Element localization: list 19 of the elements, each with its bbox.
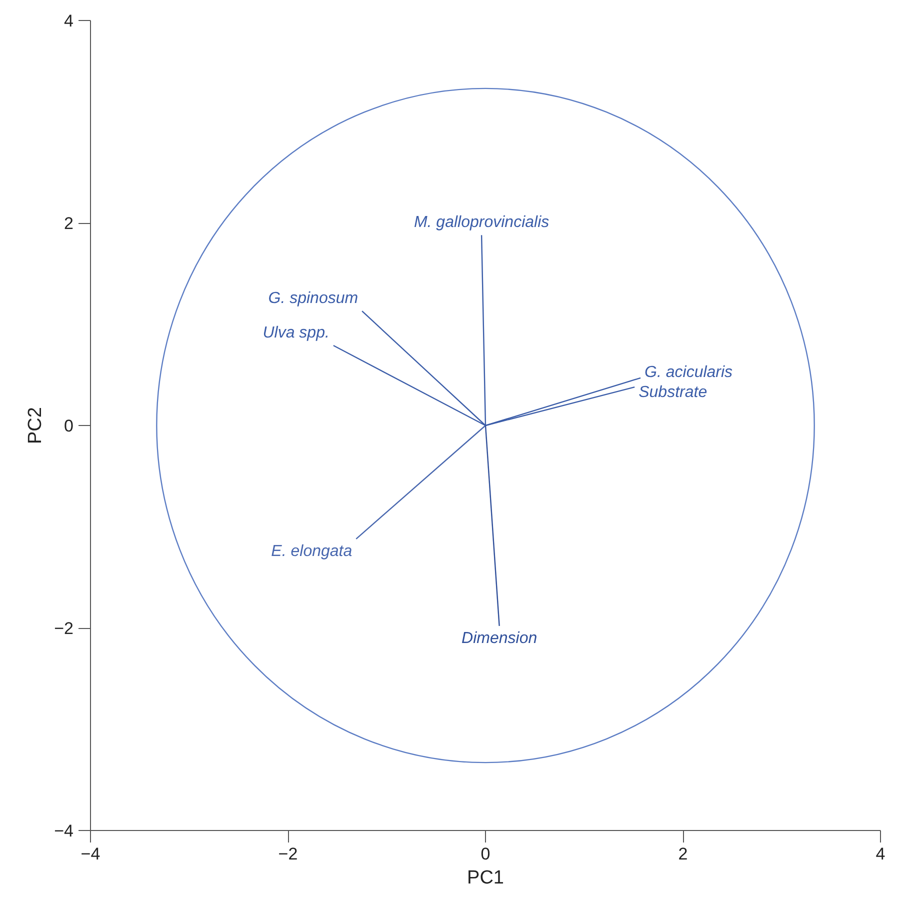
series-label: M. galloprovincialis <box>414 214 550 232</box>
x-tick-label: 0 <box>480 844 490 864</box>
x-tick-label: −2 <box>278 844 298 864</box>
series-label: Dimension <box>462 630 538 647</box>
y-tick-label: 0 <box>64 416 74 436</box>
x-axis-title: PC1 <box>467 868 504 888</box>
series-label: Substrate <box>638 384 708 401</box>
series-label: G. spinosum <box>268 290 358 308</box>
y-axis-title: PC2 <box>25 407 46 444</box>
x-tick-label: 4 <box>876 844 886 864</box>
y-tick-label: −4 <box>54 822 74 840</box>
x-tick-label: 2 <box>678 844 688 864</box>
y-tick-label: 2 <box>64 214 74 233</box>
series-label: G. acicularis <box>644 364 733 381</box>
series-label: Ulva spp. <box>262 324 330 342</box>
y-tick-label: −2 <box>54 619 74 638</box>
x-tick-label: −4 <box>80 844 100 864</box>
series-label: E. elongata <box>271 542 352 560</box>
y-tick-label: 4 <box>64 12 74 30</box>
